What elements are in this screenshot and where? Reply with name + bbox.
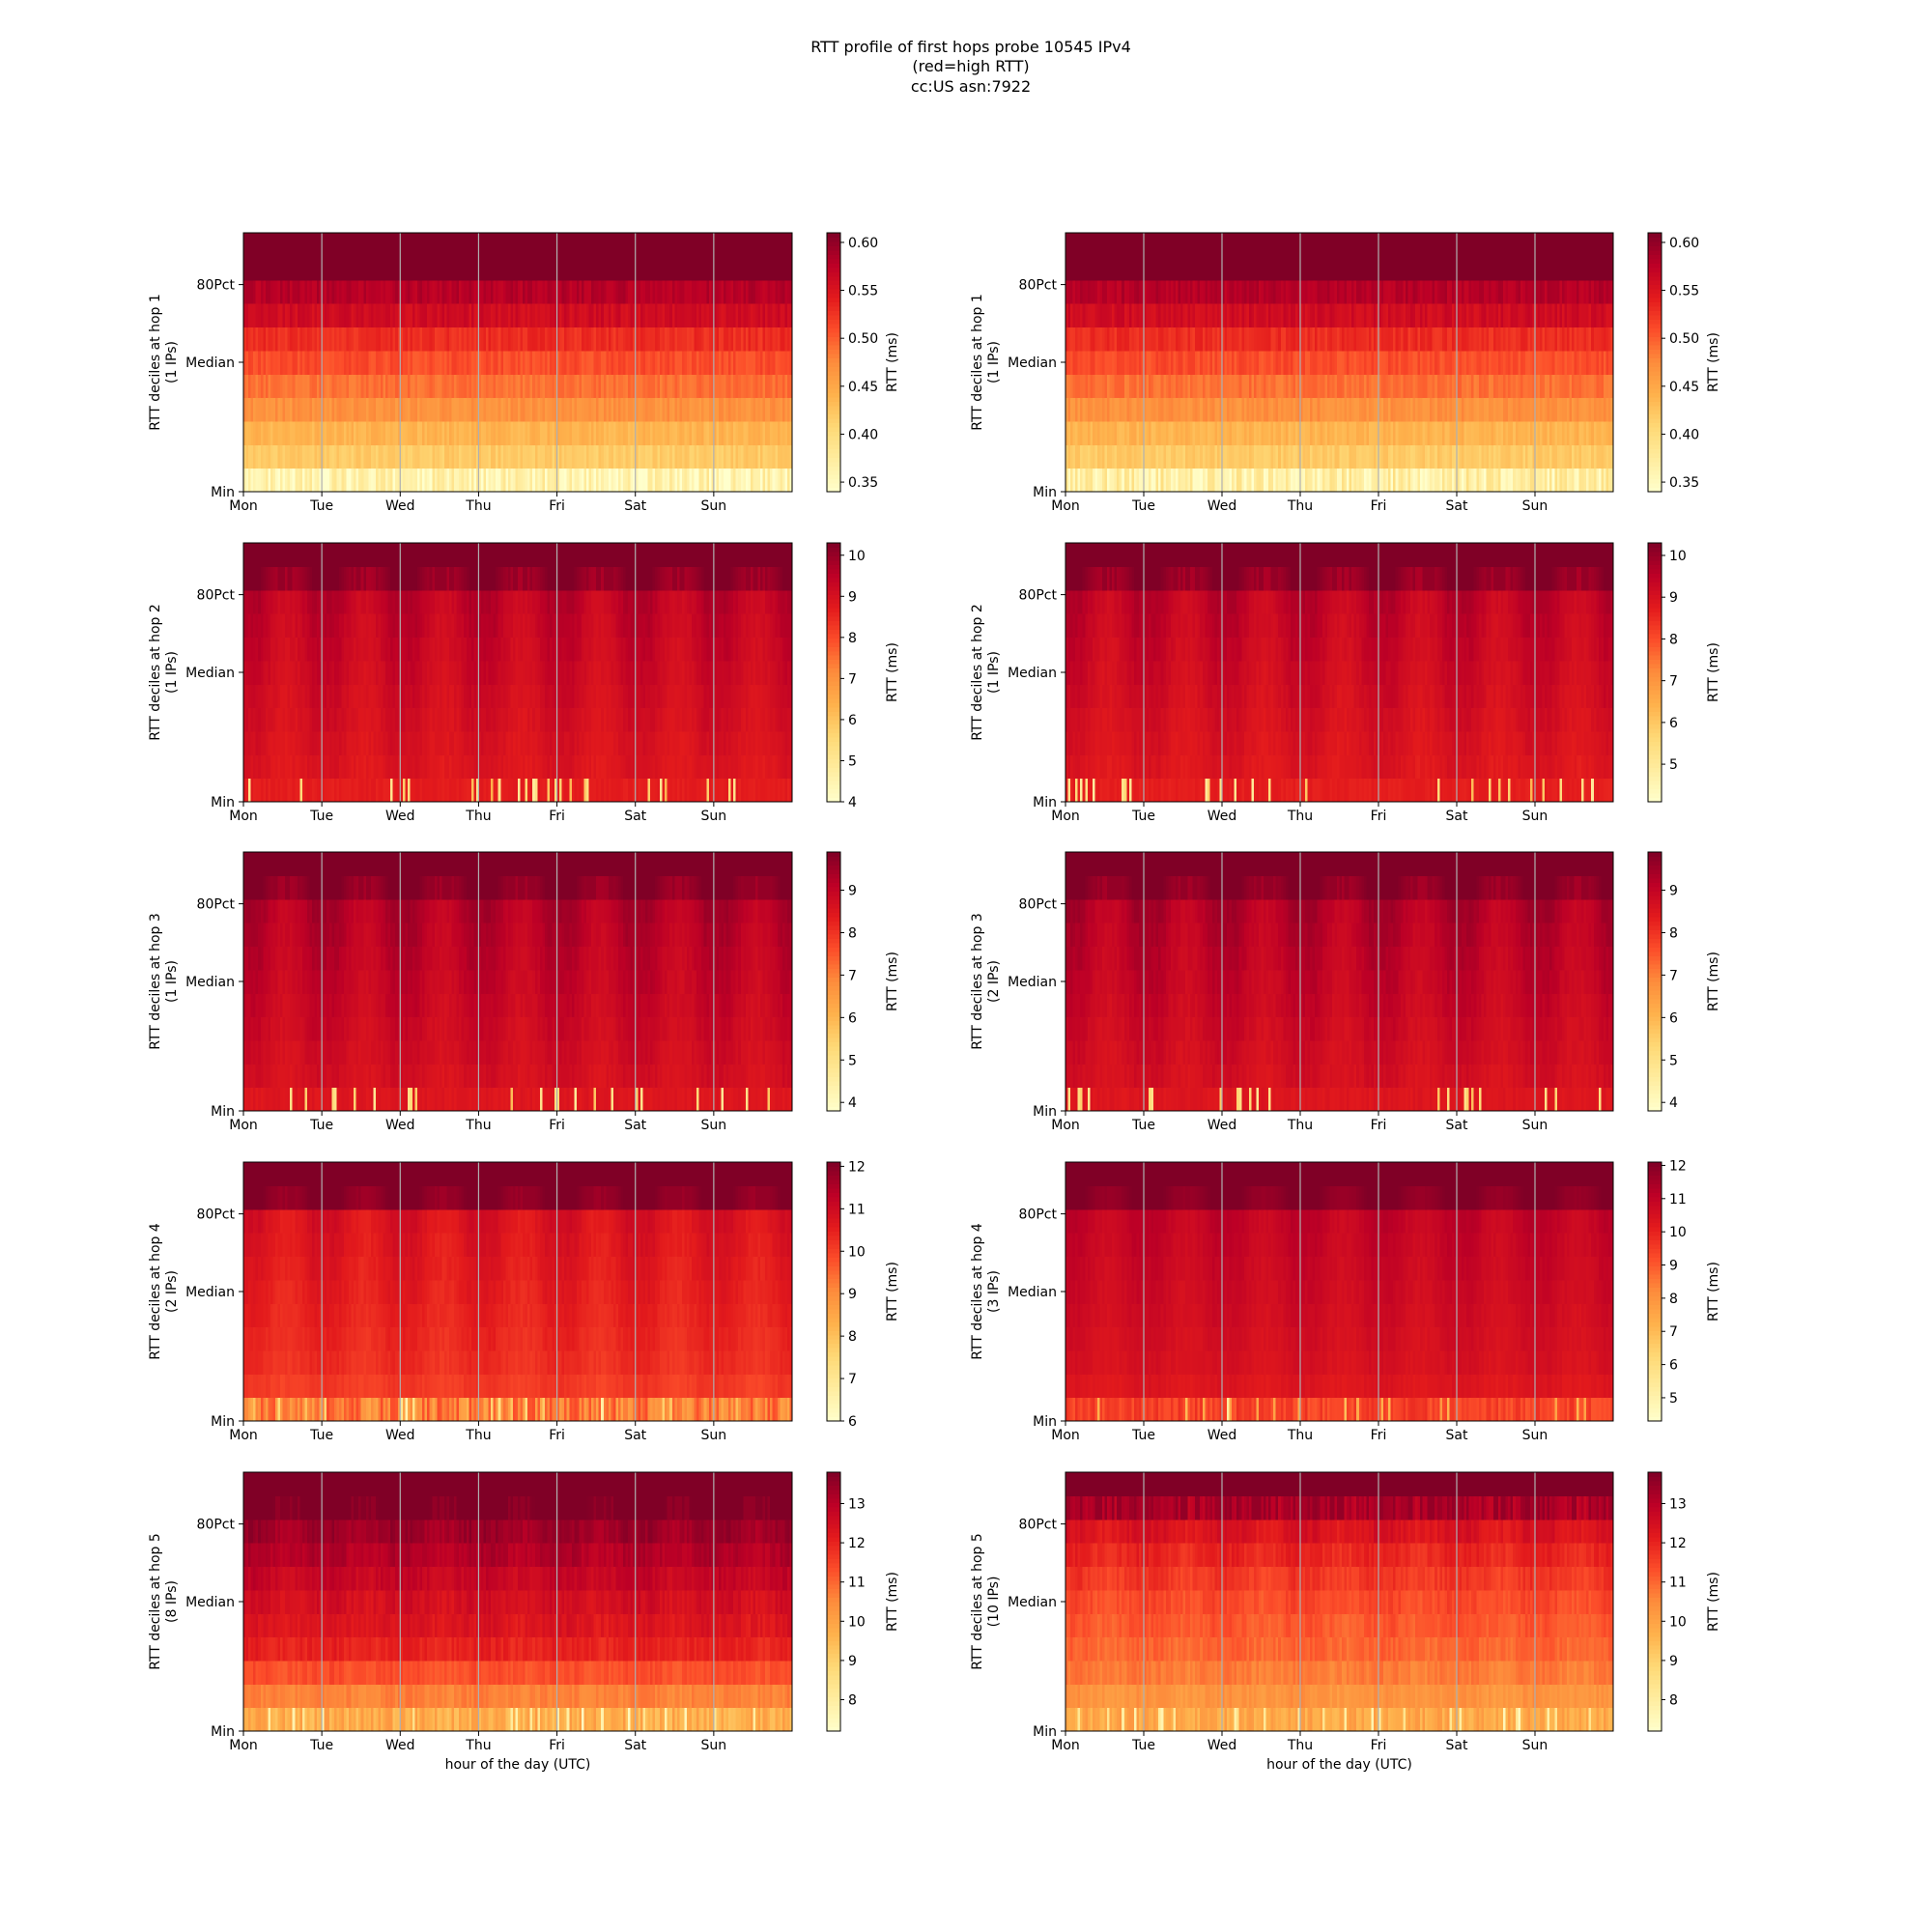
figure-title-line-2: (red=high RTT) xyxy=(912,57,1029,75)
colorbar-segment xyxy=(827,245,840,250)
colorbar-segment xyxy=(827,362,840,367)
colorbar-tick-label: 0.50 xyxy=(848,331,878,347)
colorbar-segment xyxy=(827,388,840,393)
colorbar-segment xyxy=(827,285,840,290)
colorbar-segment xyxy=(827,233,840,238)
colorbar-segment xyxy=(827,327,840,332)
heatmap-cells xyxy=(243,233,793,493)
colorbar-segment xyxy=(827,358,840,363)
colorbar-segment xyxy=(827,306,840,311)
colorbar-segment xyxy=(827,294,840,298)
y-tick-label: Min xyxy=(211,485,235,500)
colorbar-segment xyxy=(827,470,840,475)
colorbar-segment xyxy=(827,332,840,337)
colorbar-segment xyxy=(827,440,840,444)
figure-title: RTT profile of first hops probe 10545 IP… xyxy=(810,38,1131,96)
colorbar-segment xyxy=(827,397,840,402)
colorbar-segment xyxy=(827,431,840,436)
colorbar-segment xyxy=(827,289,840,294)
colorbar-segment xyxy=(827,371,840,376)
colorbar-segment xyxy=(827,366,840,371)
colorbar-segment xyxy=(827,280,840,285)
x-tick-label: Mon xyxy=(229,498,258,514)
colorbar-segment xyxy=(827,418,840,423)
colorbar-tick-label: 0.55 xyxy=(848,284,878,299)
colorbar-segment xyxy=(827,354,840,358)
colorbar-segment xyxy=(827,392,840,397)
colorbar-segment xyxy=(827,324,840,328)
colorbar-segment xyxy=(827,453,840,458)
colorbar-segment xyxy=(827,341,840,346)
colorbar-segment xyxy=(827,414,840,419)
colorbar-segment xyxy=(827,466,840,470)
colorbar-segment xyxy=(827,259,840,264)
colorbar-segment xyxy=(827,375,840,380)
colorbar-segment xyxy=(827,380,840,384)
colorbar-segment xyxy=(827,427,840,432)
colorbar-segment xyxy=(827,448,840,453)
colorbar-segment xyxy=(827,276,840,281)
colorbar-segment xyxy=(827,444,840,449)
colorbar-segment xyxy=(827,401,840,406)
colorbar-segment xyxy=(827,345,840,350)
y-axis-label: RTT deciles at hop 1 xyxy=(148,294,163,431)
colorbar-segment xyxy=(827,315,840,320)
colorbar-segment xyxy=(827,457,840,462)
colorbar-segment xyxy=(827,271,840,276)
colorbar-segment xyxy=(827,298,840,302)
colorbar-segment xyxy=(827,474,840,479)
x-tick-label: Thu xyxy=(465,498,491,514)
x-tick-label: Wed xyxy=(385,498,415,514)
heatmap-cells xyxy=(1065,233,1614,493)
colorbar-segment xyxy=(827,250,840,255)
colorbar-segment xyxy=(827,350,840,355)
x-tick-label: Sat xyxy=(624,498,646,514)
y-axis-label: (1 IPs) xyxy=(164,341,180,384)
colorbar-segment xyxy=(827,268,840,272)
colorbar-segment xyxy=(827,242,840,246)
heatmap-panels: Mon Tue Wed Thu Fri Sat Sun Min Median 80Pct RTT d… xyxy=(148,233,1721,1773)
colorbar-segment xyxy=(827,237,840,242)
x-tick-label: Tue xyxy=(309,498,333,514)
colorbar-segment xyxy=(827,319,840,324)
colorbar-segment xyxy=(827,336,840,341)
x-tick-label: Fri xyxy=(549,498,565,514)
figure-title-line-1: RTT profile of first hops probe 10545 IP… xyxy=(810,38,1131,56)
y-tick-label: Median xyxy=(185,355,235,371)
colorbar-segment xyxy=(827,423,840,428)
heatmap-panel-2: Mon Tue Wed Thu Fri Sat SunMinMedian80PctRTT d… xyxy=(970,233,1721,514)
colorbar-segment xyxy=(827,263,840,268)
y-tick-label: 80Pct xyxy=(197,278,236,294)
colorbar-tick-label: 0.40 xyxy=(848,427,878,442)
colorbar-segment xyxy=(827,301,840,306)
colorbar-segment xyxy=(827,254,840,259)
colorbar-segment xyxy=(827,462,840,467)
colorbar-segment xyxy=(827,436,840,440)
colorbar-tick-label: 0.60 xyxy=(848,236,878,251)
colorbar-segment xyxy=(827,310,840,315)
heatmap-panel-1: Mon Tue Wed Thu Fri Sat Sun Min Median 80Pct RTT d… xyxy=(148,233,900,514)
x-tick-label: Sun xyxy=(701,498,727,514)
colorbar-segment xyxy=(827,410,840,414)
colorbar-segment xyxy=(827,479,840,484)
colorbar-label: RTT (ms) xyxy=(885,332,900,392)
colorbar-tick-label: 0.45 xyxy=(848,380,878,395)
colorbar-segment xyxy=(827,406,840,411)
colorbar-segment xyxy=(827,384,840,388)
colorbar-tick-label: 0.35 xyxy=(848,475,878,491)
colorbar-segment xyxy=(827,483,840,488)
figure-title-line-3: cc:US asn:7922 xyxy=(911,77,1031,96)
colorbar xyxy=(827,233,840,493)
